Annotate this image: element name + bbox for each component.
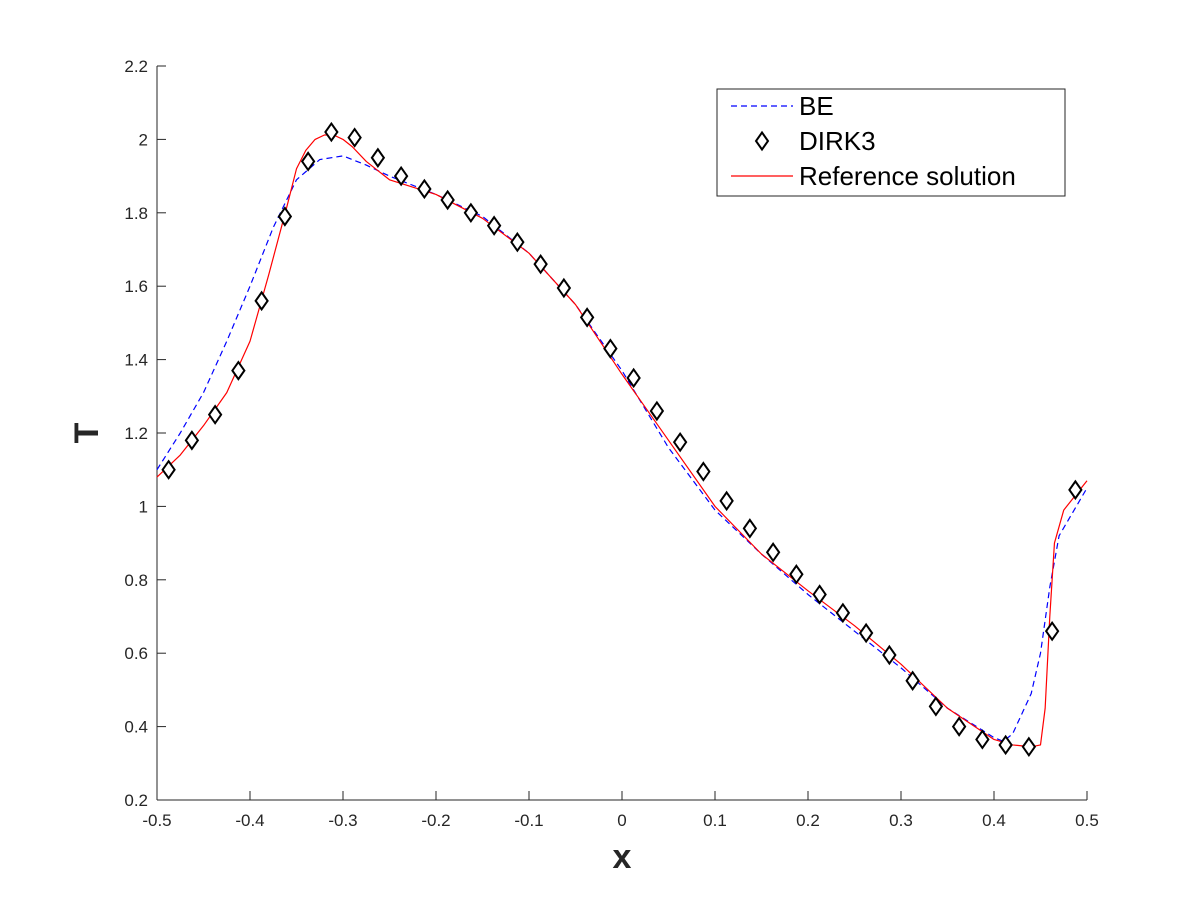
data-point-dirk3 [719, 490, 734, 512]
x-tick-label: 0.3 [889, 811, 913, 830]
x-tick-label: -0.5 [142, 811, 171, 830]
data-point-dirk3 [649, 400, 665, 422]
y-tick-label: 0.6 [124, 644, 148, 663]
data-point-dirk3 [347, 127, 362, 148]
data-point-dirk3 [1044, 620, 1060, 642]
x-tick-label: 0.5 [1075, 811, 1099, 830]
x-tick-label: 0 [617, 811, 626, 830]
x-tick-label: 0.4 [982, 811, 1006, 830]
data-point-dirk3 [463, 202, 479, 224]
data-point-dirk3 [626, 367, 641, 389]
data-point-dirk3 [696, 461, 711, 482]
y-tick-label: 1.6 [124, 277, 148, 296]
legend-entry-reference-solution: Reference solution [731, 161, 1016, 191]
data-point-dirk3 [207, 404, 223, 425]
y-tick-label: 0.4 [124, 718, 148, 737]
series-dirk3 [161, 121, 1083, 758]
x-tick-label: -0.2 [421, 811, 450, 830]
data-point-dirk3 [393, 165, 409, 187]
legend-label-reference-solution: Reference solution [799, 161, 1016, 191]
data-point-dirk3 [672, 431, 688, 453]
data-point-dirk3 [254, 290, 269, 312]
x-tick-label: -0.4 [235, 811, 264, 830]
y-tick-label: 1.8 [124, 204, 148, 223]
y-tick-label: 1.4 [124, 351, 148, 370]
y-axis-title: T [68, 422, 106, 443]
data-point-dirk3 [231, 360, 246, 381]
x-tick-label: 0.2 [796, 811, 820, 830]
data-point-dirk3 [905, 670, 920, 691]
x-tick-label: -0.3 [328, 811, 357, 830]
data-point-dirk3 [486, 215, 502, 236]
data-point-dirk3 [1068, 479, 1083, 501]
data-point-dirk3 [789, 564, 804, 585]
axes: -0.5 -0.4 -0.3 -0.2 -0.1 0 0.1 0.2 0.3 0.4 0.5 0.2 0… [124, 57, 1098, 830]
data-point-dirk3 [579, 307, 595, 328]
data-point-dirk3 [300, 151, 316, 172]
data-point-dirk3 [998, 734, 1013, 756]
x-tick-label: -0.1 [514, 811, 543, 830]
data-point-dirk3 [975, 729, 990, 750]
x-axis-title: x [613, 838, 632, 876]
data-point-dirk3 [835, 602, 851, 624]
data-point-dirk3 [1021, 736, 1037, 758]
data-point-dirk3 [765, 542, 781, 563]
data-point-dirk3 [184, 430, 200, 451]
data-point-dirk3 [742, 518, 758, 539]
legend-entry-be: BE [731, 91, 834, 121]
y-tick-label: 0.2 [124, 791, 148, 810]
data-point-dirk3 [882, 644, 897, 666]
data-point-dirk3 [324, 121, 339, 143]
y-tick-label: 2 [139, 130, 148, 149]
legend: BE DIRK3 Reference solution [716, 88, 1066, 197]
data-point-dirk3 [951, 716, 967, 737]
data-point-dirk3 [533, 253, 548, 275]
data-point-dirk3 [928, 696, 944, 717]
data-point-dirk3 [510, 231, 525, 253]
data-point-dirk3 [417, 178, 432, 200]
data-point-dirk3 [161, 459, 176, 480]
y-tick-label: 1 [139, 497, 148, 516]
data-point-dirk3 [603, 338, 618, 359]
y-tick-label: 2.2 [124, 57, 148, 76]
y-tick-label: 0.8 [124, 571, 148, 590]
data-point-dirk3 [812, 584, 827, 605]
legend-entry-dirk3: DIRK3 [754, 126, 876, 156]
data-point-dirk3 [370, 147, 386, 168]
legend-label-be: BE [799, 91, 834, 121]
y-tick-label: 1.2 [124, 424, 148, 443]
data-point-dirk3 [440, 189, 455, 211]
legend-marker-dirk3 [754, 130, 770, 152]
x-tick-label: 0.1 [703, 811, 727, 830]
data-point-dirk3 [858, 622, 874, 644]
legend-label-dirk3: DIRK3 [799, 126, 876, 156]
data-point-dirk3 [277, 206, 293, 227]
series-layer [156, 121, 1088, 758]
legend-box [716, 88, 1066, 197]
data-point-dirk3 [556, 277, 572, 299]
